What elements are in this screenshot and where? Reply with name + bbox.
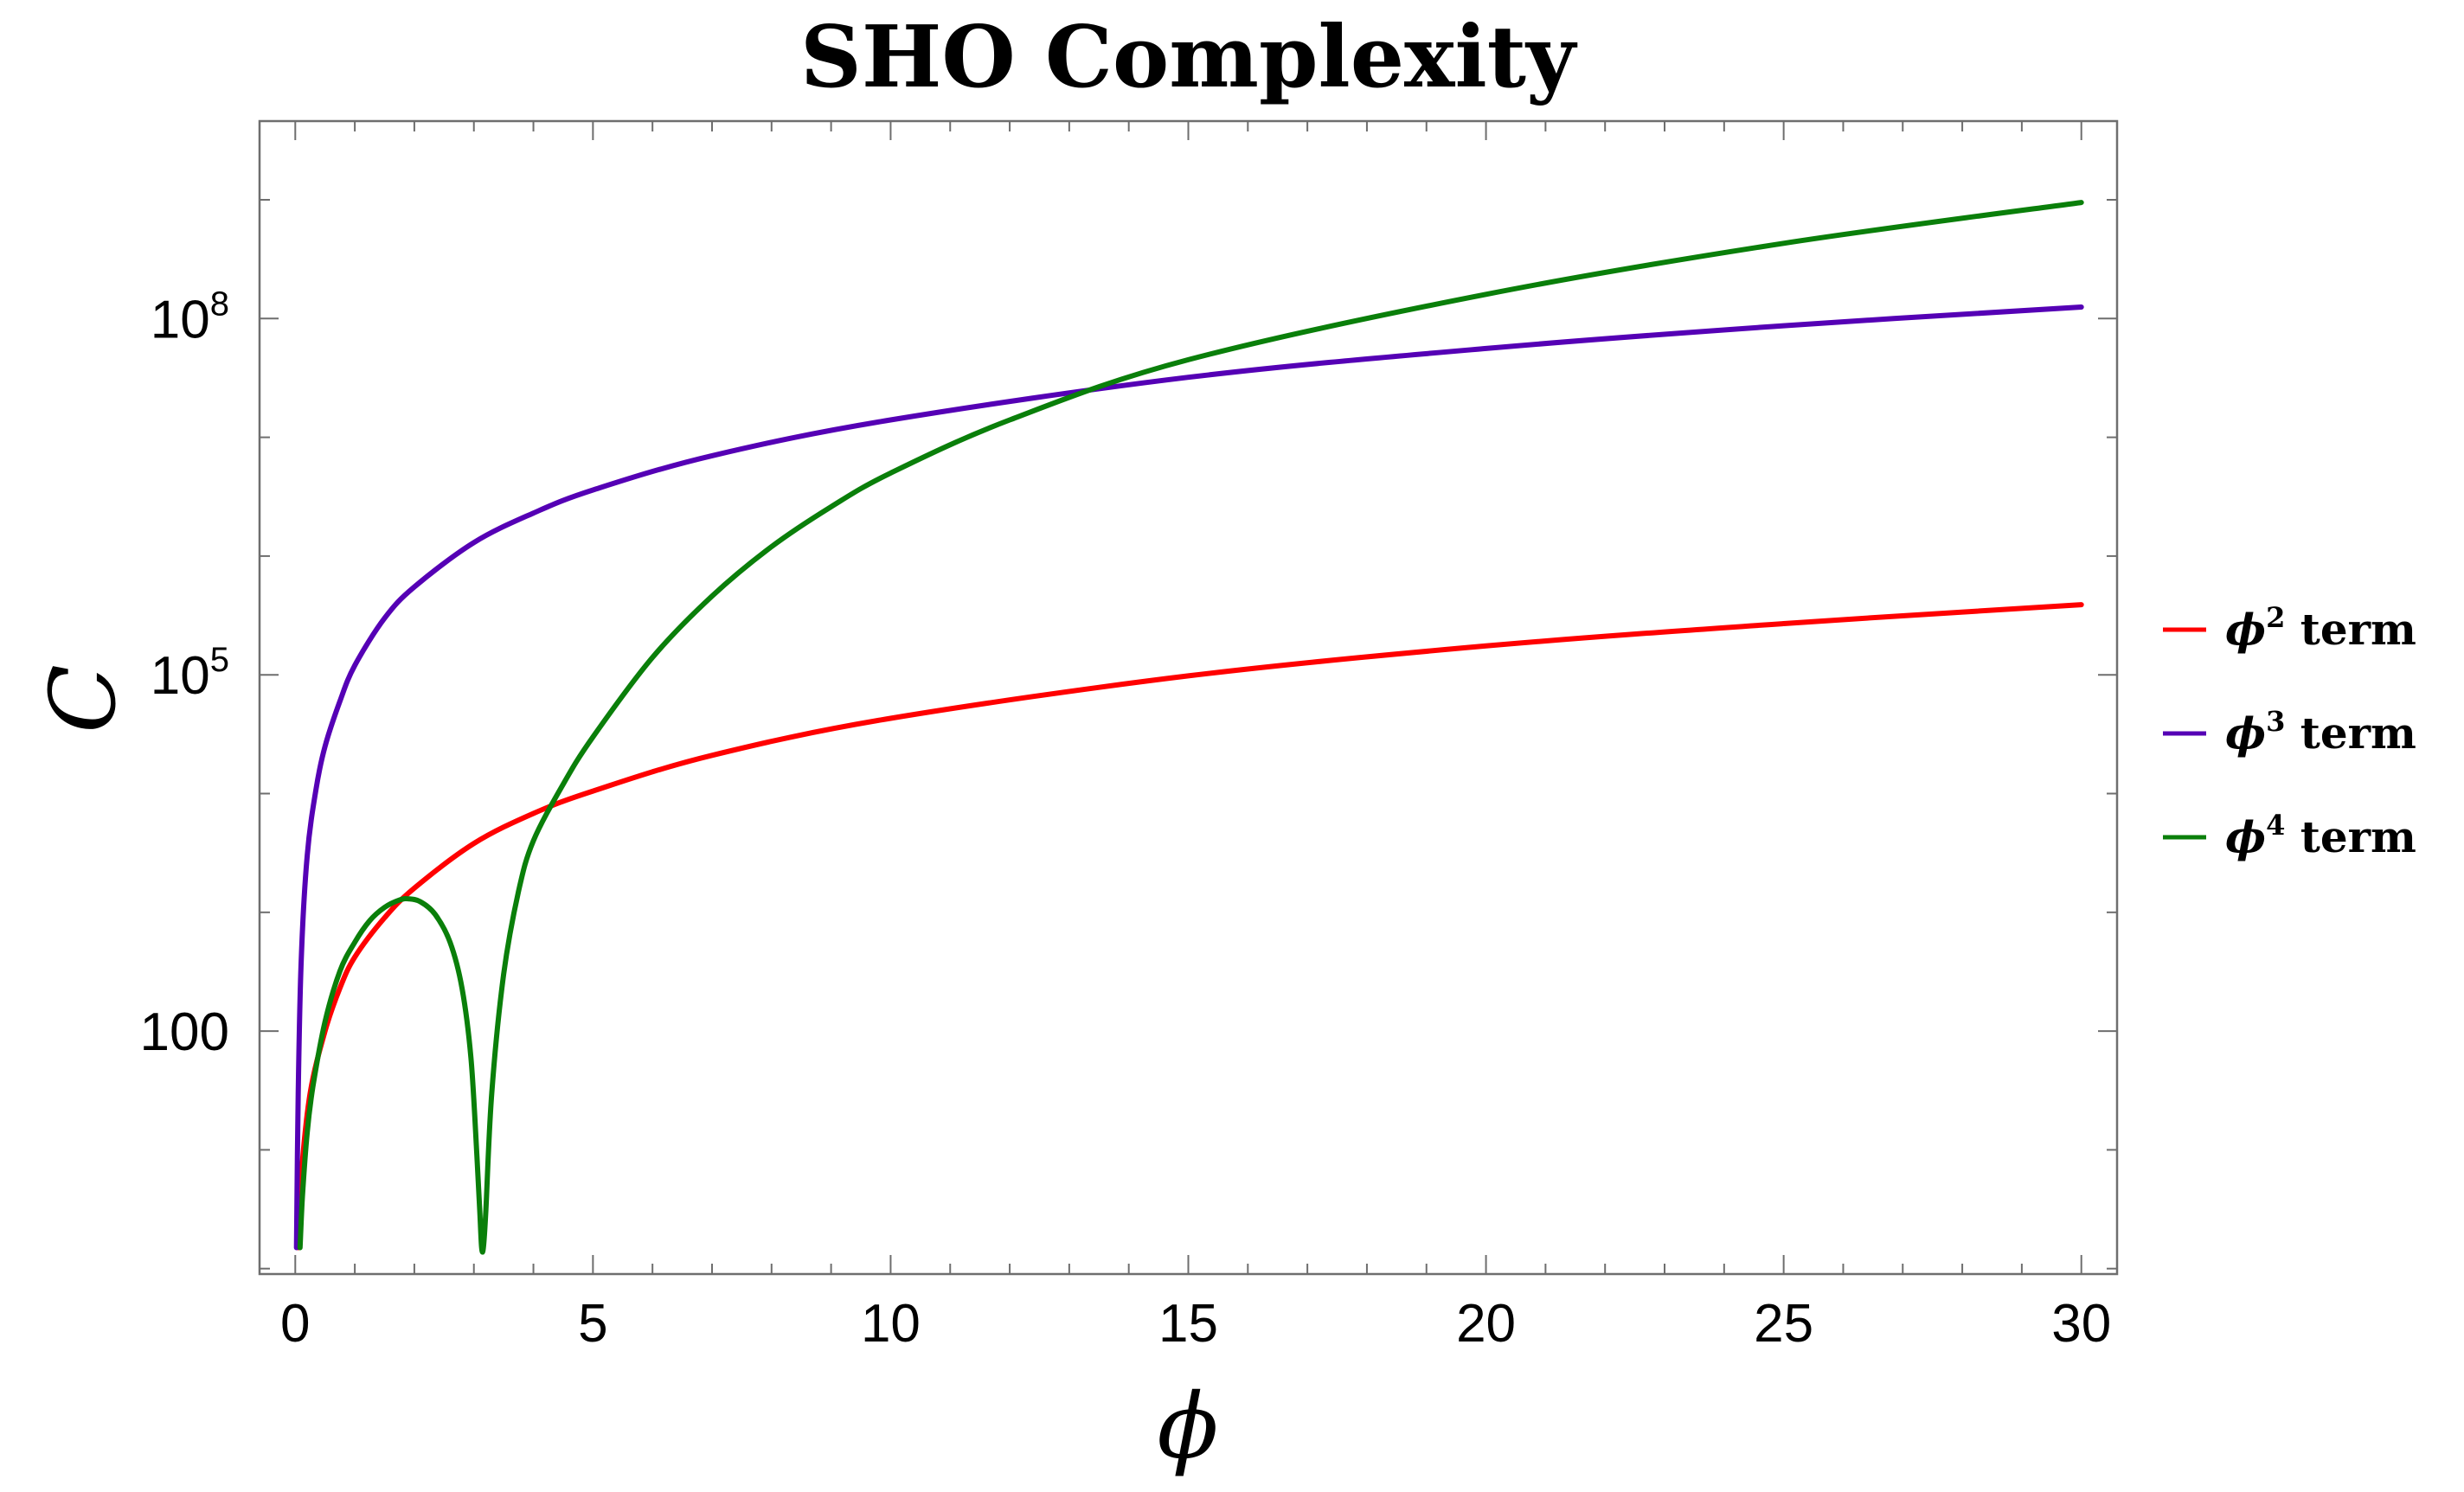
series-layer xyxy=(293,200,2084,1255)
x-tick-label: 15 xyxy=(1158,1294,1218,1354)
y-axis-label: C xyxy=(30,664,136,733)
legend-label: ϕ4 term xyxy=(2225,809,2416,862)
series-line-phi2 xyxy=(295,602,2084,1251)
plot-frame xyxy=(258,119,2119,1276)
x-tick-label: 5 xyxy=(578,1294,607,1354)
x-tick-label: 25 xyxy=(1754,1294,1813,1354)
y-tick-labels: 100 105 108 xyxy=(140,285,229,1062)
y-tick-label: 105 xyxy=(151,641,229,706)
legend-label: ϕ2 term xyxy=(2225,601,2416,655)
x-axis-label: ϕ xyxy=(1158,1374,1219,1479)
y-tick-label: 108 xyxy=(151,285,229,349)
legend-label: ϕ3 term xyxy=(2225,705,2416,759)
x-tick-label: 10 xyxy=(861,1294,921,1354)
chart-title: SHO Complexity xyxy=(800,8,1578,107)
x-tick-labels: 0 5 10 15 20 25 30 xyxy=(280,1294,2111,1354)
series-line-phi4 xyxy=(297,200,2084,1255)
y-tick-label: 100 xyxy=(140,1002,229,1062)
x-tick-label: 0 xyxy=(280,1294,310,1354)
x-tick-label: 30 xyxy=(2051,1294,2111,1354)
x-tick-label: 20 xyxy=(1456,1294,1516,1354)
axis-ticks xyxy=(260,121,2117,1274)
legend: ϕ2 term ϕ3 term ϕ4 term xyxy=(2163,601,2416,862)
series-line-phi3 xyxy=(293,304,2084,1251)
